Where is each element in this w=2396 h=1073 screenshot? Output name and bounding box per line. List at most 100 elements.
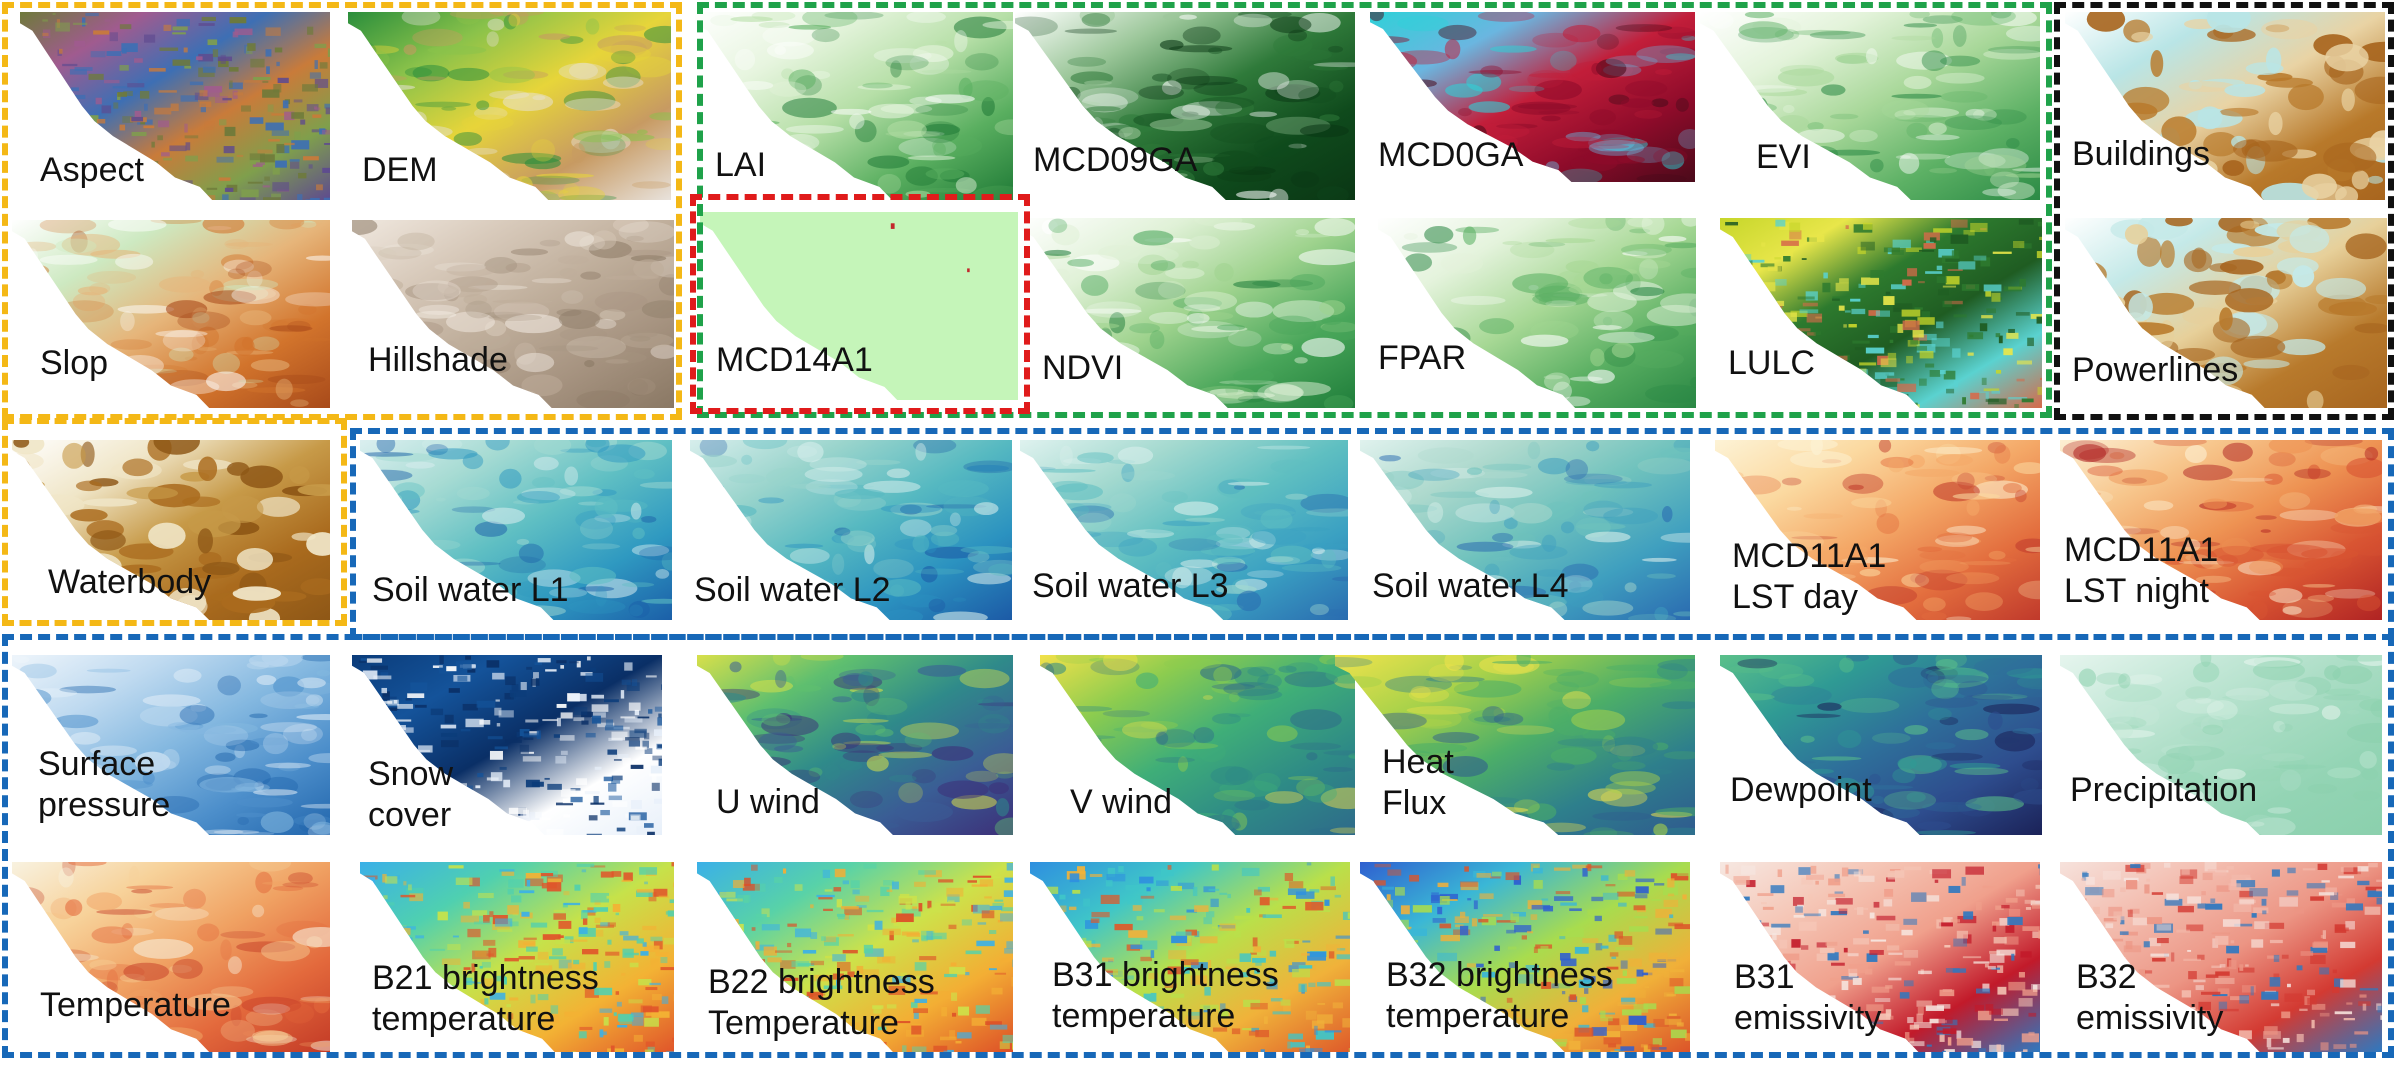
map-tile-uwind bbox=[697, 655, 1013, 835]
map-tile-slop bbox=[12, 220, 330, 408]
tile-label-soil4: Soil water L4 bbox=[1372, 566, 1569, 607]
tile-label-fpar: FPAR bbox=[1378, 338, 1466, 379]
tile-label-mcd0ga: MCD0GA bbox=[1378, 135, 1523, 176]
tile-label-line: MCD14A1 bbox=[716, 341, 873, 379]
tile-label-line: Soil water L1 bbox=[372, 571, 569, 609]
map-tile-dem bbox=[348, 12, 671, 200]
tile-label-heat: Heat Flux bbox=[1382, 742, 1454, 825]
tile-label-snow: Snow cover bbox=[368, 754, 453, 837]
map-tile-b21 bbox=[360, 862, 674, 1052]
map-tile-hillshade bbox=[352, 220, 674, 408]
map-tile-b32 bbox=[1360, 862, 1690, 1052]
tile-label-line: B32 bbox=[2076, 958, 2137, 996]
map-image-slop bbox=[12, 220, 330, 408]
map-tile-b32e bbox=[2060, 862, 2382, 1052]
map-tile-waterbody bbox=[12, 440, 330, 620]
tile-label-line: EVI bbox=[1756, 138, 1811, 176]
tile-label-line: Aspect bbox=[40, 151, 144, 189]
tile-label-line: Surface bbox=[38, 745, 156, 783]
tile-label-line: Soil water L4 bbox=[1372, 567, 1569, 605]
map-tile-soil3 bbox=[1020, 440, 1348, 620]
map-image-lstday bbox=[1715, 440, 2040, 620]
map-image-lstnight bbox=[2060, 440, 2382, 620]
map-tile-soil1 bbox=[360, 440, 672, 620]
map-image-dew bbox=[1720, 655, 2042, 835]
map-tile-lstday bbox=[1715, 440, 2040, 620]
tile-label-soil2: Soil water L2 bbox=[694, 570, 891, 611]
map-image-soil2 bbox=[690, 440, 1012, 620]
map-image-b31e bbox=[1720, 862, 2040, 1052]
tile-label-line: B32 brightness bbox=[1386, 956, 1613, 994]
tile-label-evi: EVI bbox=[1756, 137, 1811, 178]
tile-label-line: MCD0GA bbox=[1378, 136, 1524, 174]
tile-label-line: V wind bbox=[1070, 783, 1173, 821]
tile-label-lulc: LULC bbox=[1728, 343, 1815, 384]
tile-label-line: MCD09GA bbox=[1033, 141, 1198, 179]
tile-label-precip: Precipitation bbox=[2070, 770, 2257, 811]
tile-label-powerlines: Powerlines bbox=[2072, 350, 2238, 391]
tile-label-line: U wind bbox=[716, 783, 820, 821]
map-tile-lai bbox=[695, 12, 1013, 200]
map-image-uwind bbox=[697, 655, 1013, 835]
tile-label-mcd09ga: MCD09GA bbox=[1033, 140, 1197, 181]
map-tile-lulc bbox=[1720, 218, 2042, 408]
tile-label-lai: LAI bbox=[715, 145, 766, 186]
map-tile-b31e bbox=[1720, 862, 2040, 1052]
tile-label-line: Precipitation bbox=[2070, 771, 2258, 809]
map-image-temp bbox=[12, 862, 330, 1052]
tile-label-line: Dewpoint bbox=[1730, 771, 1872, 809]
map-image-snow bbox=[352, 655, 662, 835]
tile-label-line: LULC bbox=[1728, 344, 1815, 382]
tile-label-lstday: MCD11A1 LST day bbox=[1732, 536, 1886, 619]
tile-label-mcd14a1: MCD14A1 bbox=[716, 340, 873, 381]
map-tile-mcd0ga bbox=[1370, 12, 1695, 182]
tile-label-aspect: Aspect bbox=[40, 150, 144, 191]
map-tile-temp bbox=[12, 862, 330, 1052]
tile-label-line: temperature bbox=[1386, 997, 1570, 1036]
map-tile-evi bbox=[1700, 12, 2040, 200]
tile-label-line: B31 brightness bbox=[1052, 956, 1279, 994]
tile-label-b31: B31 brightness temperature bbox=[1052, 955, 1279, 1038]
tile-label-line: Soil water L3 bbox=[1032, 567, 1229, 605]
map-image-powerlines bbox=[2065, 218, 2387, 408]
map-tile-mcd14a1 bbox=[700, 212, 1018, 400]
tile-label-line: temperature bbox=[372, 1000, 556, 1039]
map-image-waterbody bbox=[12, 440, 330, 620]
map-image-lai bbox=[695, 12, 1013, 200]
map-tile-ndvi bbox=[1020, 218, 1355, 408]
tile-label-line: LST night bbox=[2064, 572, 2209, 611]
tile-label-line: FPAR bbox=[1378, 339, 1467, 377]
tile-label-soil1: Soil water L1 bbox=[372, 570, 569, 611]
map-image-evi bbox=[1700, 12, 2040, 200]
tile-label-line: Flux bbox=[1382, 784, 1447, 823]
map-image-mcd14a1 bbox=[700, 212, 1018, 400]
tile-label-line: temperature bbox=[1052, 997, 1236, 1036]
tile-label-line: Waterbody bbox=[48, 563, 212, 601]
map-image-dem bbox=[348, 12, 671, 200]
tile-label-line: Temperature bbox=[708, 1004, 899, 1043]
tile-label-line: Buildings bbox=[2072, 135, 2210, 173]
tile-label-buildings: Buildings bbox=[2072, 134, 2210, 175]
map-image-sp bbox=[12, 655, 330, 835]
map-tile-aspect bbox=[20, 12, 330, 200]
tile-label-b32e: B32 emissivity bbox=[2076, 957, 2223, 1040]
map-image-heat bbox=[1335, 655, 1695, 835]
tile-label-line: B22 brightness bbox=[708, 963, 935, 1001]
tile-label-line: emissivity bbox=[1734, 999, 1882, 1038]
tile-label-line: B31 bbox=[1734, 958, 1795, 996]
map-image-b32 bbox=[1360, 862, 1690, 1052]
map-image-b22 bbox=[697, 862, 1013, 1052]
map-image-mcd09ga bbox=[1015, 12, 1355, 200]
tile-label-line: LAI bbox=[715, 146, 767, 184]
tile-label-vwind: V wind bbox=[1070, 782, 1172, 823]
tile-label-slop: Slop bbox=[40, 343, 108, 384]
tile-label-line: Snow bbox=[368, 755, 454, 793]
tile-label-line: Powerlines bbox=[2072, 351, 2239, 389]
map-tile-snow bbox=[352, 655, 662, 835]
tile-label-waterbody: Waterbody bbox=[48, 562, 211, 603]
tile-label-line: cover bbox=[368, 796, 452, 835]
tile-label-ndvi: NDVI bbox=[1042, 348, 1123, 389]
tile-label-hillshade: Hillshade bbox=[368, 340, 508, 381]
map-image-soil1 bbox=[360, 440, 672, 620]
map-tile-precip bbox=[2060, 655, 2382, 835]
